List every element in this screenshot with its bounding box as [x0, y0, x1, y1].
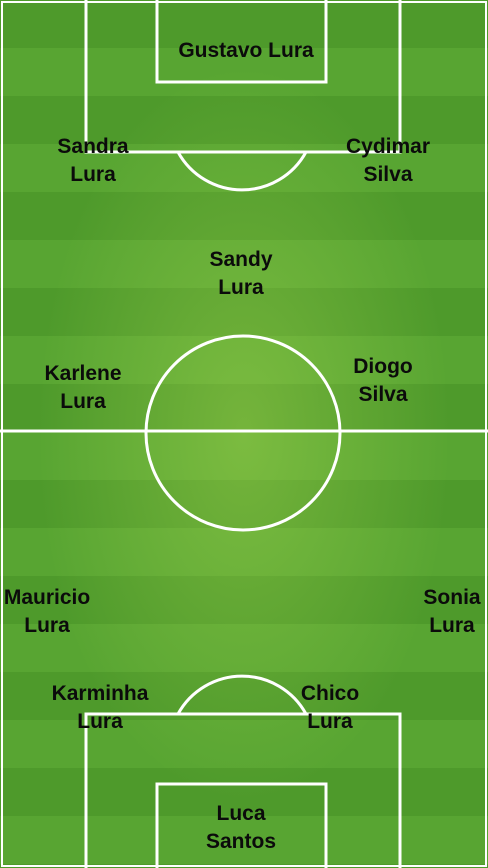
- player-name-line1: Karlene: [44, 362, 122, 385]
- player-name-line1: Sandra: [57, 135, 129, 158]
- player-name-line1: Karminha: [51, 682, 149, 705]
- player-karminha-lura[interactable]: Karminha Lura: [52, 680, 149, 736]
- player-goalkeeper-top[interactable]: Gustavo Lura: [178, 37, 313, 65]
- player-name-line2: Lura: [218, 276, 264, 299]
- top-penalty-arc: [176, 151, 308, 192]
- player-name-line1: Diogo: [353, 355, 413, 378]
- player-name-line1: Sandy: [209, 248, 273, 271]
- player-name-line2: Lura: [77, 710, 123, 733]
- player-sandy-lura[interactable]: Sandy Lura: [209, 246, 272, 302]
- player-karlene-lura[interactable]: Karlene Lura: [44, 360, 121, 416]
- player-sonia-lura[interactable]: Sonia Lura: [423, 584, 480, 640]
- player-sandra-lura[interactable]: Sandra Lura: [57, 133, 128, 189]
- top-goal-box: [155, 0, 328, 84]
- player-chico-lura[interactable]: Chico Lura: [301, 680, 359, 736]
- player-name-line1: Mauricio: [3, 586, 91, 609]
- player-diogo-silva[interactable]: Diogo Silva: [353, 353, 412, 409]
- player-name-line2: Lura: [429, 614, 475, 637]
- player-mauricio-lura[interactable]: Mauricio Lura: [4, 584, 90, 640]
- player-name-line2: Santos: [205, 830, 277, 853]
- player-name-line1: Luca: [216, 802, 266, 825]
- player-name-line2: Silva: [363, 163, 413, 186]
- top-penalty-box: [84, 0, 402, 154]
- player-name-line2: Lura: [70, 163, 116, 186]
- player-goalkeeper-bottom[interactable]: Luca Santos: [206, 800, 276, 856]
- player-name-line2: Lura: [60, 390, 106, 413]
- bottom-penalty-box: [84, 712, 402, 868]
- player-name-line1: Chico: [300, 682, 360, 705]
- player-name-line1: Sonia: [423, 586, 481, 609]
- player-name-line2: Silva: [358, 383, 408, 406]
- center-circle: [144, 334, 342, 532]
- player-cydimar-silva[interactable]: Cydimar Silva: [346, 133, 430, 189]
- player-name-line2: Lura: [307, 710, 353, 733]
- bottom-penalty-arc: [176, 674, 308, 715]
- player-name-line2: Lura: [24, 614, 70, 637]
- bottom-goal-box: [155, 782, 328, 868]
- player-name-line1: Cydimar: [345, 135, 431, 158]
- player-name-line1: Gustavo Lura: [178, 39, 314, 62]
